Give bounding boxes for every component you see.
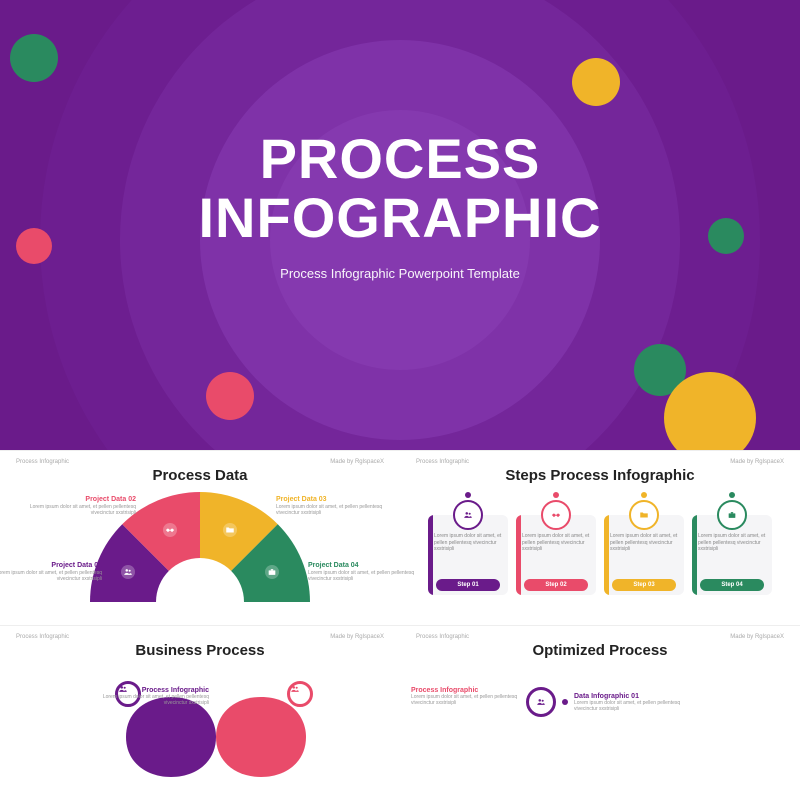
step-desc: Lorem ipsum dolor sit amet, et pellen pe… [434, 533, 502, 553]
thumbnail-grid: Process Infographic Made by RglspaceX Pr… [0, 450, 800, 800]
segment-desc: Lorem ipsum dolor sit amet, et pellen pe… [26, 504, 136, 516]
users-icon [526, 687, 556, 717]
step-card: Lorem ipsum dolor sit amet, et pellen pe… [428, 498, 508, 610]
meta-right: Made by RglspaceX [730, 459, 784, 465]
step-desc: Lorem ipsum dolor sit amet, et pellen pe… [610, 533, 678, 553]
meta-left: Process Infographic [16, 459, 69, 465]
step-desc: Lorem ipsum dolor sit amet, et pellen pe… [698, 533, 766, 553]
step-button[interactable]: Step 03 [612, 579, 676, 591]
steps-row: Lorem ipsum dolor sit amet, et pellen pe… [416, 492, 784, 610]
step-pin [553, 492, 559, 498]
segment-desc: Lorem ipsum dolor sit amet, et pellen pe… [276, 504, 386, 516]
meta-right: Made by RglspaceX [330, 634, 384, 640]
step-button[interactable]: Step 01 [436, 579, 500, 591]
blob-desc: Lorem ipsum dolor sit amet, et pellen pe… [99, 694, 209, 706]
business-diagram: Process InfographicLorem ipsum dolor sit… [16, 667, 384, 782]
step-pin [465, 492, 471, 498]
slide-process-data: Process Infographic Made by RglspaceX Pr… [0, 450, 400, 625]
step-card: Lorem ipsum dolor sit amet, et pellen pe… [516, 498, 596, 610]
step-pin [641, 492, 647, 498]
optimized-diagram: Data Infographic 01Lorem ipsum dolor sit… [416, 667, 784, 782]
hero-title-line2: INFOGRAPHIC [199, 186, 602, 249]
segment-label: Project Data 02 [26, 496, 136, 503]
hero-subtitle: Process Infographic Powerpoint Template [0, 266, 800, 281]
step-button[interactable]: Step 02 [524, 579, 588, 591]
slide-meta: Process Infographic Made by RglspaceX [416, 459, 784, 465]
meta-left: Process Infographic [416, 634, 469, 640]
step-card: Lorem ipsum dolor sit amet, et pellen pe… [692, 498, 772, 610]
slide-business: Process Infographic Made by RglspaceX Bu… [0, 625, 400, 800]
slide-meta: Process Infographic Made by RglspaceX [16, 634, 384, 640]
handshake-icon [163, 523, 177, 537]
decorative-dot [572, 58, 620, 106]
slide-title: Business Process [16, 642, 384, 659]
slide-title: Steps Process Infographic [416, 467, 784, 484]
opt-desc: Lorem ipsum dolor sit amet, et pellen pe… [574, 700, 694, 712]
opt-label: Data Infographic 01 [574, 693, 694, 700]
briefcase-icon [717, 500, 747, 530]
step-pin [729, 492, 735, 498]
slide-meta: Process Infographic Made by RglspaceX [16, 459, 384, 465]
slide-steps: Process Infographic Made by RglspaceX St… [400, 450, 800, 625]
optimized-item: Data Infographic 01Lorem ipsum dolor sit… [526, 687, 694, 717]
hero-title-line1: PROCESS [260, 127, 541, 190]
decorative-dot [10, 34, 58, 82]
step-desc: Lorem ipsum dolor sit amet, et pellen pe… [522, 533, 590, 553]
briefcase-icon [265, 565, 279, 579]
segment-label: Project Data 03 [276, 496, 386, 503]
slide-title: Optimized Process [416, 642, 784, 659]
half-donut-chart: Project Data 01Lorem ipsum dolor sit ame… [16, 492, 384, 602]
slide-optimized: Process Infographic Made by RglspaceX Op… [400, 625, 800, 800]
meta-left: Process Infographic [416, 459, 469, 465]
users-icon [453, 500, 483, 530]
meta-left: Process Infographic [16, 634, 69, 640]
step-button[interactable]: Step 04 [700, 579, 764, 591]
hero-slide: PROCESS INFOGRAPHIC Process Infographic … [0, 0, 800, 450]
slide-meta: Process Infographic Made by RglspaceX [416, 634, 784, 640]
hero-text-block: PROCESS INFOGRAPHIC Process Infographic … [0, 130, 800, 281]
meta-right: Made by RglspaceX [330, 459, 384, 465]
process-blob [211, 687, 311, 787]
users-icon [121, 565, 135, 579]
decorative-dot [206, 372, 254, 420]
hero-title: PROCESS INFOGRAPHIC [0, 130, 800, 248]
slide-title: Process Data [16, 467, 384, 484]
meta-right: Made by RglspaceX [730, 634, 784, 640]
step-card: Lorem ipsum dolor sit amet, et pellen pe… [604, 498, 684, 610]
folder-icon [223, 523, 237, 537]
folder-icon [629, 500, 659, 530]
segment-desc: Lorem ipsum dolor sit amet, et pellen pe… [0, 570, 102, 582]
decorative-dot [664, 372, 756, 450]
segment-label: Project Data 01 [0, 562, 102, 569]
blob-label: Process Infographic [99, 687, 209, 694]
handshake-icon [541, 500, 571, 530]
users-icon [287, 681, 313, 707]
